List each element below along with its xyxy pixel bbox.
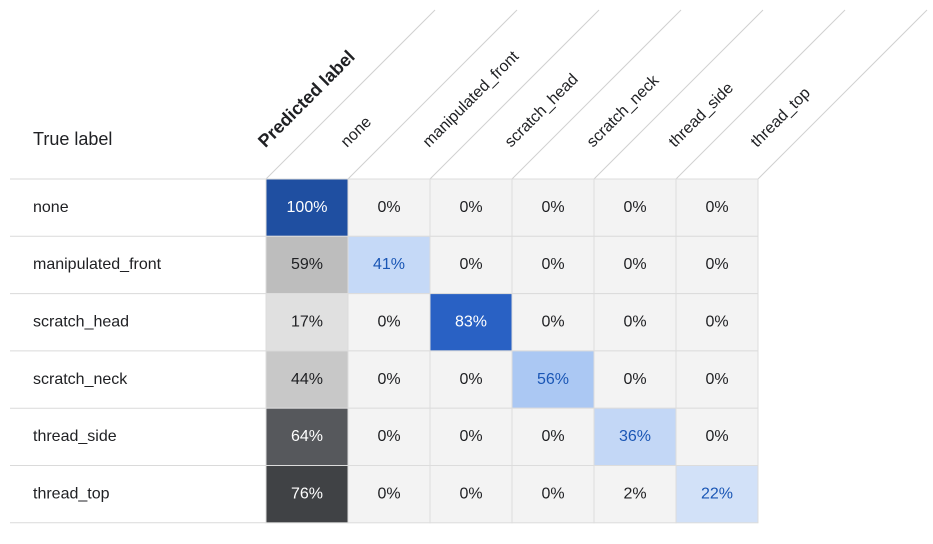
header-divider [347, 9, 518, 180]
matrix-cell [593, 465, 677, 524]
matrix-cell [675, 293, 759, 352]
matrix-cell [429, 350, 513, 409]
cell-value: 0% [459, 199, 482, 216]
matrix-cell [511, 293, 595, 352]
cell-value: 0% [541, 485, 564, 502]
matrix-cell [675, 465, 759, 524]
cell-value: 0% [623, 313, 646, 330]
matrix-cell [675, 235, 759, 295]
row-label: none [33, 199, 69, 216]
cell-value: 0% [623, 256, 646, 273]
row-label: scratch_neck [33, 371, 128, 388]
matrix-cell [593, 235, 677, 295]
matrix-cell [265, 293, 349, 352]
cell-value: 0% [705, 256, 728, 273]
matrix-cell [265, 350, 349, 409]
matrix-cell [347, 178, 431, 237]
matrix-cell [265, 235, 349, 295]
column-label: thread_side [666, 80, 737, 151]
true-label-header: True label [33, 129, 112, 149]
cell-value: 0% [541, 313, 564, 330]
column-label: thread_top [748, 85, 814, 151]
cell-value: 0% [705, 371, 728, 388]
cell-value: 0% [459, 256, 482, 273]
column-label: scratch_neck [584, 71, 663, 150]
cell-value: 0% [623, 371, 646, 388]
cell-value: 41% [373, 256, 405, 273]
row-label: thread_side [33, 428, 117, 445]
row-label: thread_top [33, 485, 110, 502]
cell-value: 76% [291, 485, 323, 502]
cell-value: 0% [377, 313, 400, 330]
matrix-cell [593, 178, 677, 237]
cell-value: 0% [541, 428, 564, 445]
cell-value: 59% [291, 256, 323, 273]
row-label: manipulated_front [33, 256, 162, 273]
cell-value: 0% [377, 199, 400, 216]
cell-value: 83% [455, 313, 487, 330]
matrix-cell [429, 407, 513, 467]
matrix-cell [511, 178, 595, 237]
cell-value: 0% [541, 256, 564, 273]
matrix-cell [675, 178, 759, 237]
header-divider [429, 9, 600, 180]
row-label: scratch_head [33, 313, 129, 330]
cell-value: 100% [287, 199, 328, 216]
cell-value: 56% [537, 371, 569, 388]
cell-value: 0% [459, 371, 482, 388]
matrix-cell [347, 235, 431, 295]
matrix-cell [429, 178, 513, 237]
cell-value: 17% [291, 313, 323, 330]
cell-value: 0% [377, 371, 400, 388]
cell-value: 0% [705, 199, 728, 216]
cell-value: 0% [459, 485, 482, 502]
cell-value: 0% [377, 485, 400, 502]
matrix-cell [429, 465, 513, 524]
column-label: none [338, 114, 375, 151]
matrix-cell [593, 407, 677, 467]
cell-value: 0% [541, 199, 564, 216]
header-divider [675, 9, 846, 180]
cell-value: 2% [623, 485, 646, 502]
matrix-cell [429, 293, 513, 352]
cell-value: 0% [459, 428, 482, 445]
cell-value: 22% [701, 485, 733, 502]
cell-value: 64% [291, 428, 323, 445]
matrix-cell [675, 350, 759, 409]
cell-value: 0% [623, 199, 646, 216]
cell-value: 44% [291, 371, 323, 388]
header-divider [265, 9, 436, 180]
cell-value: 0% [705, 428, 728, 445]
cell-value: 0% [377, 428, 400, 445]
matrix-cell [347, 465, 431, 524]
matrix-cell [265, 465, 349, 524]
header-divider [511, 9, 682, 180]
column-label: scratch_head [502, 71, 582, 151]
matrix-cell [347, 350, 431, 409]
cell-value: 0% [705, 313, 728, 330]
matrix-cell [593, 293, 677, 352]
cell-value: 36% [619, 428, 651, 445]
header-divider [593, 9, 764, 180]
matrix-cell [347, 293, 431, 352]
header-divider [757, 9, 928, 180]
